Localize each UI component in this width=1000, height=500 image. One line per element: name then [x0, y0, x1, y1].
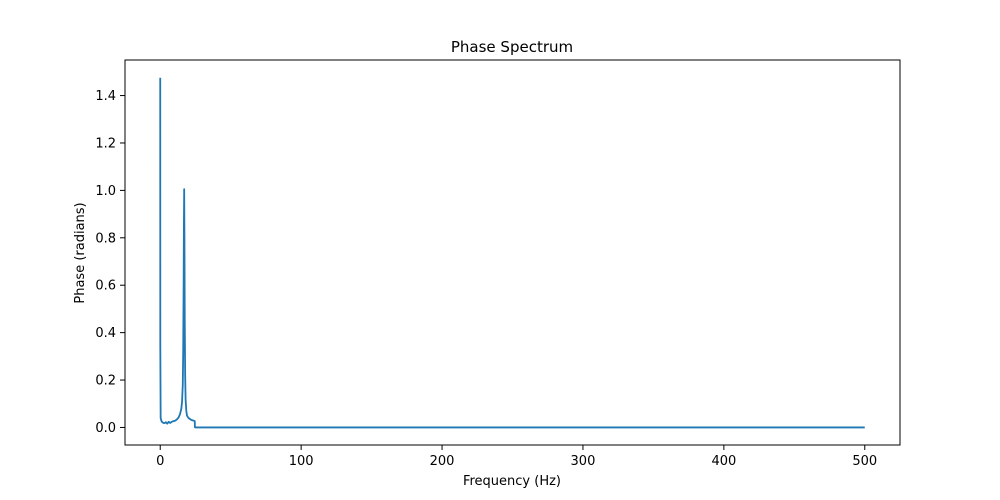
x-tick-label: 0	[156, 454, 164, 469]
y-tick-label: 1.2	[95, 136, 116, 151]
chart-title: Phase Spectrum	[451, 38, 573, 56]
y-tick-label: 1.4	[95, 89, 116, 104]
x-axis-label: Frequency (Hz)	[463, 474, 561, 489]
y-tick-label: 0.2	[95, 374, 116, 389]
x-tick-label: 500	[852, 454, 877, 469]
y-tick-label: 0.8	[95, 231, 116, 246]
x-tick-label: 100	[289, 454, 314, 469]
y-tick-label: 1.0	[95, 184, 116, 199]
y-tick-label: 0.0	[95, 421, 116, 436]
y-axis-label: Phase (radians)	[73, 202, 88, 303]
x-tick-label: 200	[430, 454, 455, 469]
x-tick-label: 300	[571, 454, 596, 469]
y-tick-label: 0.6	[95, 279, 116, 294]
y-tick-label: 0.4	[95, 326, 116, 341]
plot-area	[159, 77, 865, 429]
series-line-0	[159, 77, 865, 429]
x-tick-label: 400	[711, 454, 736, 469]
y-axis: 0.0 0.2 0.4 0.6 0.8 1.0 1.2 1.4	[95, 89, 125, 436]
x-axis: 0 100 200 300 400 500	[156, 445, 877, 469]
plot-frame	[124, 59, 901, 446]
